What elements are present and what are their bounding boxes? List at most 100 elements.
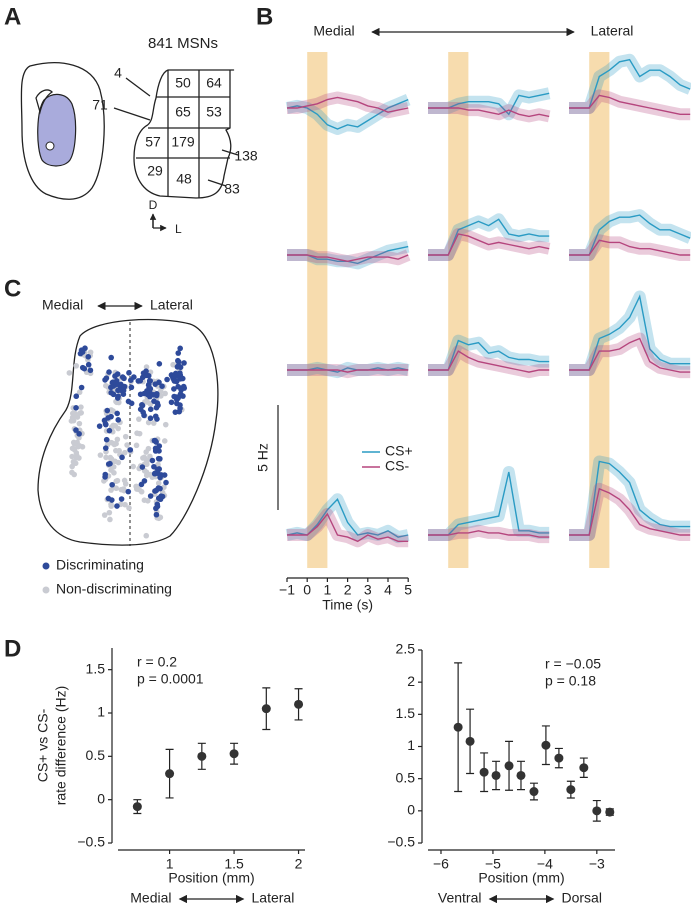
neuron-dot xyxy=(152,381,159,387)
neuron-dot xyxy=(115,393,121,400)
point xyxy=(541,740,551,750)
neuron-dot xyxy=(81,365,88,372)
neuron-dot xyxy=(177,345,183,352)
legend-label: CS+ xyxy=(385,443,413,459)
neuron-dot xyxy=(110,391,117,398)
neuron-dot xyxy=(157,496,164,503)
trace xyxy=(287,512,409,543)
neuron-dot xyxy=(147,415,154,422)
trace xyxy=(428,530,550,538)
neuron-dot xyxy=(77,410,83,416)
axis-lateral: L xyxy=(175,222,182,236)
grid-lines xyxy=(136,70,230,198)
neuron-dot xyxy=(109,481,115,488)
neuron-dot xyxy=(76,389,83,396)
point xyxy=(229,749,239,759)
neuron-dot xyxy=(87,367,94,374)
neuron-dot xyxy=(124,442,130,448)
neuron-dot xyxy=(143,532,150,539)
legend-label: Discriminating xyxy=(56,557,144,573)
neuron-dot xyxy=(172,409,179,415)
neuron-dot xyxy=(128,384,135,391)
neuron-dot xyxy=(147,406,154,413)
trace xyxy=(287,96,409,113)
neuron-dot xyxy=(161,438,168,444)
neuron-dot xyxy=(73,450,80,456)
neuron-dot xyxy=(87,349,94,356)
neuron-dot xyxy=(112,458,118,465)
neuron-dot xyxy=(140,455,146,461)
scale-bar-label: 5 Hz xyxy=(255,443,271,472)
neuron-dot xyxy=(108,439,115,446)
legend-label: Non-discriminating xyxy=(56,581,172,597)
medial-label: Medial xyxy=(313,23,354,39)
neuron-dot xyxy=(137,378,144,384)
trace xyxy=(428,350,550,373)
neuron-dot xyxy=(122,501,128,508)
neuron-dot xyxy=(78,404,84,410)
neuron-dot xyxy=(151,463,157,470)
neuron-dot xyxy=(72,412,79,419)
neuron-dot xyxy=(168,399,175,406)
neuron-dot xyxy=(174,400,180,407)
stimulus-period xyxy=(307,52,328,568)
legend-label: CS- xyxy=(385,458,409,474)
orientation-axes xyxy=(152,215,166,228)
cell-count: 4 xyxy=(114,65,122,81)
neuron-dot xyxy=(66,370,73,376)
point xyxy=(165,769,175,779)
neuron-dot xyxy=(177,391,184,397)
neuron-dot xyxy=(108,487,114,493)
neuron-dot xyxy=(114,436,121,443)
error-band xyxy=(569,290,691,376)
stimulus-period xyxy=(448,52,469,568)
neuron-dot xyxy=(78,384,85,391)
point xyxy=(453,722,463,732)
trace xyxy=(428,107,550,118)
neuron-dot xyxy=(146,389,153,396)
lateral-label: Lateral xyxy=(150,297,193,313)
neuron-dot xyxy=(130,463,136,470)
neuron-dot xyxy=(175,357,181,364)
neuron-dot xyxy=(143,449,149,455)
neuron-dot xyxy=(151,398,157,404)
y-tick-label: 1.5 xyxy=(86,660,106,676)
y-axis-label: rate difference (Hz) xyxy=(53,686,69,806)
neuron-dot xyxy=(106,427,113,434)
annotation: r = −0.05 xyxy=(545,656,601,672)
neuron-dot xyxy=(144,461,150,468)
grid-title: 841 MSNs xyxy=(148,35,218,52)
neuron-dot xyxy=(141,478,148,484)
neuron-dot xyxy=(125,488,132,495)
neuron-dot xyxy=(121,384,127,391)
neuron-dot xyxy=(155,480,162,486)
lateral-label: Lateral xyxy=(591,23,634,39)
cell-count: 71 xyxy=(92,97,108,113)
neuron-dot xyxy=(171,386,177,392)
x-tick-label: 0 xyxy=(303,582,311,598)
neuron-dot xyxy=(143,364,150,370)
neuron-dot xyxy=(104,407,111,414)
neuron-dot xyxy=(155,455,162,462)
neuron-dot xyxy=(121,477,128,484)
neuron-dot xyxy=(170,361,176,368)
neuron-dot xyxy=(111,470,117,476)
neuron-dot xyxy=(115,425,122,432)
point xyxy=(132,802,142,812)
neuron-dot xyxy=(119,454,125,461)
panel-letter: A xyxy=(4,3,21,30)
y-tick-label: 0.5 xyxy=(86,747,106,763)
trace xyxy=(287,369,409,373)
neuron-dot xyxy=(102,471,109,478)
annotation: p = 0.18 xyxy=(545,673,596,689)
annotation: r = 0.2 xyxy=(137,654,177,670)
neuron-dot xyxy=(152,488,158,494)
neuron-dot xyxy=(162,390,168,397)
cell-count: 64 xyxy=(206,75,222,91)
neuron-dot xyxy=(181,360,187,366)
neuron-dot xyxy=(73,405,79,411)
neuron-dot xyxy=(97,452,104,458)
neuron-dot xyxy=(145,498,151,504)
point xyxy=(479,767,489,777)
grid-outline xyxy=(133,69,235,199)
